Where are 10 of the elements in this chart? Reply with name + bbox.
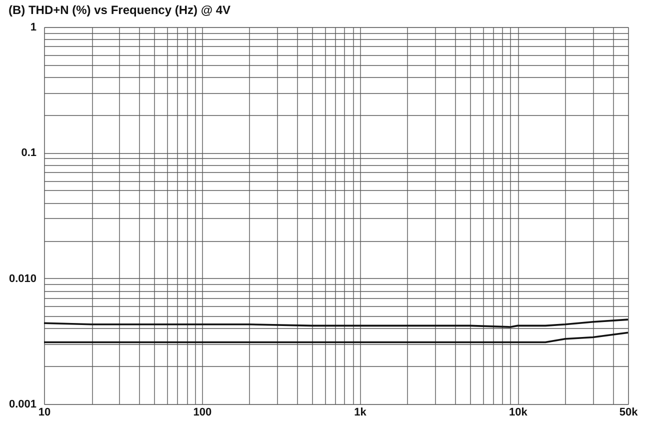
x-tick-label: 50k [619, 406, 639, 418]
x-tick-label: 10k [508, 406, 528, 418]
y-tick-label: 1 [30, 22, 36, 34]
x-tick-label: 10 [38, 406, 51, 418]
y-tick-label: 0.010 [8, 272, 36, 285]
y-tick-label: 0.001 [8, 398, 36, 410]
x-tick-label: 1k [354, 406, 368, 418]
x-tick-label: 100 [193, 406, 212, 418]
chart-title: (B) THD+N (%) vs Frequency (Hz) @ 4V [8, 3, 231, 17]
y-tick-label: 0.1 [21, 147, 36, 160]
